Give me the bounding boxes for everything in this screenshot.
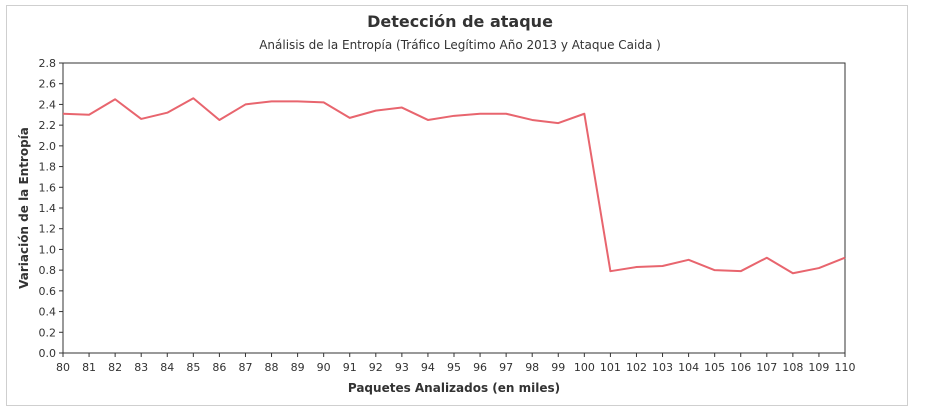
data-point[interactable]	[660, 263, 666, 269]
x-tick-label: 101	[600, 361, 621, 374]
x-tick-label: 80	[56, 361, 70, 374]
data-point[interactable]	[164, 110, 170, 116]
series-line	[62, 97, 846, 275]
x-tick-label: 94	[421, 361, 435, 374]
x-tick-label: 100	[574, 361, 595, 374]
y-tick-label: 2.4	[39, 98, 57, 111]
x-tick-label: 89	[291, 361, 305, 374]
y-tick-label: 2.0	[39, 140, 57, 153]
y-tick-label: 2.2	[39, 119, 57, 132]
data-point[interactable]	[216, 117, 222, 123]
data-point[interactable]	[242, 101, 248, 107]
x-tick-label: 95	[447, 361, 461, 374]
series-group	[60, 95, 848, 276]
data-point[interactable]	[399, 105, 405, 111]
data-point[interactable]	[451, 113, 457, 119]
x-tick-label: 81	[82, 361, 96, 374]
data-point[interactable]	[581, 111, 587, 117]
x-tick-label: 88	[265, 361, 279, 374]
y-tick-label: 1.0	[39, 243, 57, 256]
x-tick-label: 85	[186, 361, 200, 374]
x-tick-label: 83	[134, 361, 148, 374]
data-point[interactable]	[190, 95, 196, 101]
y-tick-label: 0.4	[39, 306, 57, 319]
data-point[interactable]	[425, 117, 431, 123]
y-tick-label: 0.2	[39, 326, 57, 339]
x-tick-label: 107	[756, 361, 777, 374]
x-tick-label: 90	[317, 361, 331, 374]
x-axis-label: Paquetes Analizados (en miles)	[348, 381, 560, 395]
data-point[interactable]	[790, 270, 796, 276]
x-tick-label: 98	[525, 361, 539, 374]
x-axis-ticks: 80 81 82 83 84 85 86 87 88 89 90 91 92 93 94 95 96 97 98 99…	[56, 353, 856, 374]
x-tick-label: 93	[395, 361, 409, 374]
data-point[interactable]	[738, 268, 744, 274]
x-tick-label: 99	[551, 361, 565, 374]
data-point[interactable]	[529, 117, 535, 123]
x-tick-label: 108	[782, 361, 803, 374]
data-point[interactable]	[712, 267, 718, 273]
x-tick-label: 104	[678, 361, 699, 374]
x-tick-label: 102	[626, 361, 647, 374]
x-tick-label: 84	[160, 361, 174, 374]
x-tick-label: 105	[704, 361, 725, 374]
y-tick-label: 1.2	[39, 223, 57, 236]
data-point[interactable]	[764, 255, 770, 261]
x-tick-label: 103	[652, 361, 673, 374]
data-point[interactable]	[112, 96, 118, 102]
y-tick-label: 0.8	[39, 264, 57, 277]
x-tick-label: 82	[108, 361, 122, 374]
y-tick-label: 0.6	[39, 285, 57, 298]
data-point[interactable]	[633, 264, 639, 270]
chart-title: Detección de ataque	[367, 12, 553, 31]
y-tick-label: 1.4	[39, 202, 57, 215]
data-point[interactable]	[686, 257, 692, 263]
y-tick-label: 2.8	[39, 57, 57, 70]
data-point[interactable]	[60, 111, 66, 117]
data-point[interactable]	[477, 111, 483, 117]
x-tick-label: 96	[473, 361, 487, 374]
x-tick-label: 86	[212, 361, 226, 374]
data-point[interactable]	[503, 111, 509, 117]
data-point[interactable]	[347, 115, 353, 121]
x-tick-label: 87	[238, 361, 252, 374]
data-point[interactable]	[555, 120, 561, 126]
data-point[interactable]	[86, 112, 92, 118]
data-point[interactable]	[816, 265, 822, 271]
data-point[interactable]	[321, 99, 327, 105]
y-axis-label: Variación de la Entropía	[17, 127, 31, 289]
x-tick-label: 97	[499, 361, 513, 374]
data-point[interactable]	[607, 268, 613, 274]
y-tick-label: 1.8	[39, 161, 57, 174]
y-tick-label: 1.6	[39, 181, 57, 194]
data-point[interactable]	[269, 98, 275, 104]
chart-subtitle: Análisis de la Entropía (Tráfico Legítim…	[259, 38, 661, 52]
data-point[interactable]	[295, 98, 301, 104]
x-tick-label: 110	[835, 361, 856, 374]
x-tick-label: 91	[343, 361, 357, 374]
data-point[interactable]	[138, 116, 144, 122]
y-tick-label: 2.6	[39, 78, 57, 91]
y-axis-ticks: 0.0 0.2 0.4 0.6 0.8 1.0 1.2 1.4 1.6 1.8 2.0 2.2 2.4 2…	[39, 57, 63, 360]
y-tick-label: 0.0	[39, 347, 57, 360]
x-tick-label: 106	[730, 361, 751, 374]
data-point[interactable]	[373, 108, 379, 114]
x-tick-label: 92	[369, 361, 383, 374]
data-point[interactable]	[842, 255, 848, 261]
chart-frame	[6, 5, 908, 406]
x-tick-label: 109	[808, 361, 829, 374]
